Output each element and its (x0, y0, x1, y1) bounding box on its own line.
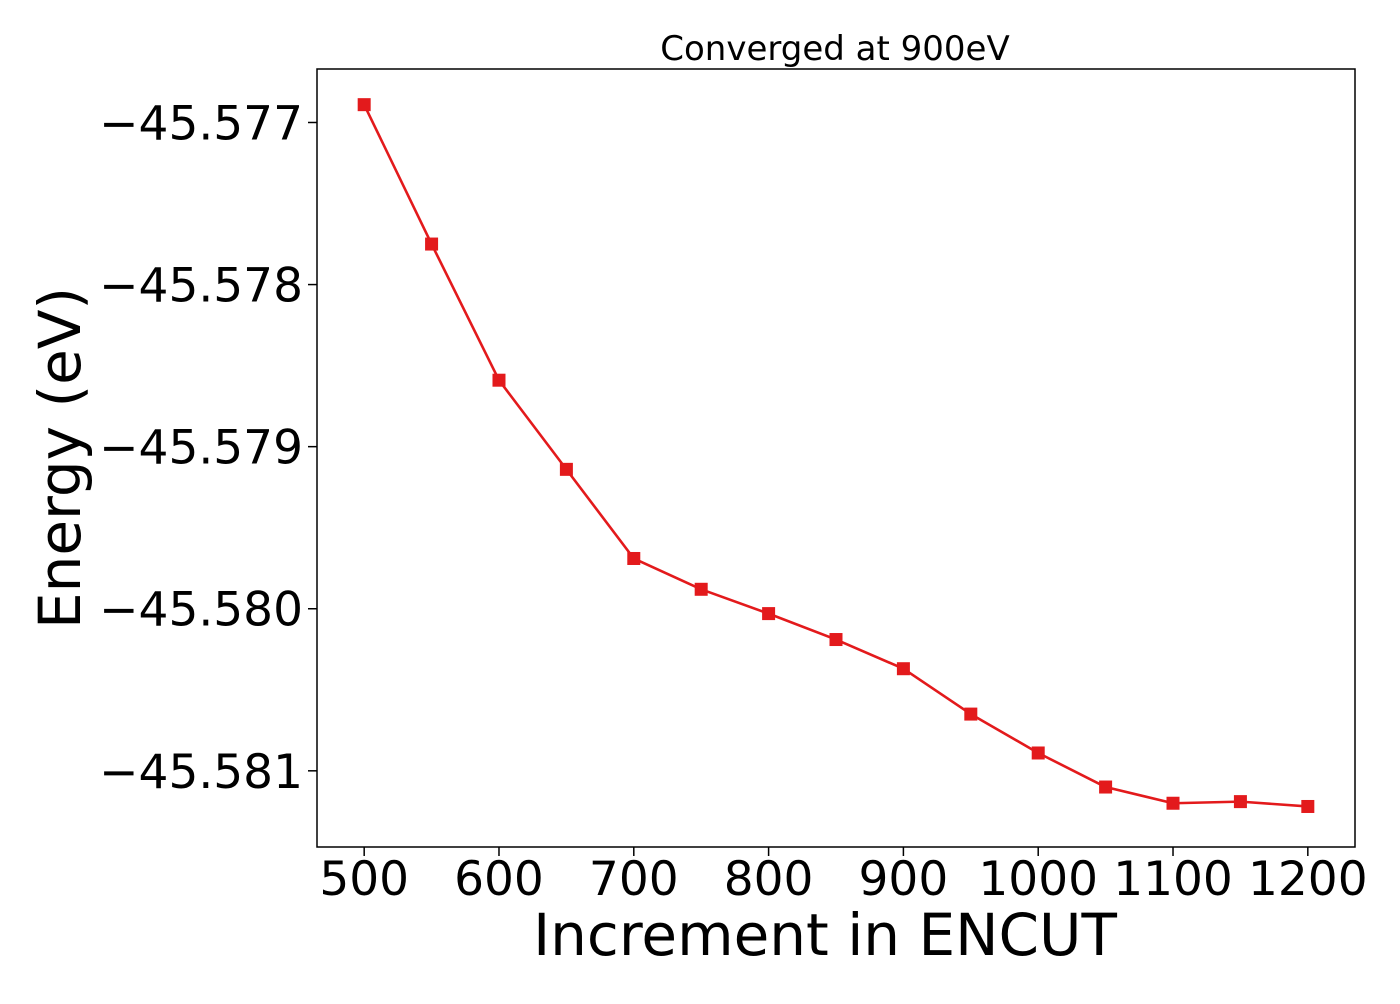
x-tick-label: 1000 (978, 852, 1098, 907)
plot-area: 500 600 700 800 900 1000 1100 1200 −45.577−45.5… (99, 68, 1368, 907)
x-tick-label: 1200 (1248, 852, 1368, 907)
x-tick-label: 800 (724, 852, 814, 907)
data-point-marker (762, 607, 776, 621)
data-point-marker (559, 462, 573, 476)
data-point-marker (425, 237, 439, 251)
y-axis-ticks: −45.577 −45.578 −45.579 −45.580 −45.581 (99, 96, 317, 800)
data-point-marker (964, 707, 978, 721)
plot-frame (316, 68, 1356, 848)
x-tick-label: 600 (454, 852, 544, 907)
data-point-marker (1166, 796, 1180, 810)
y-axis-label: Energy (eV) (26, 287, 94, 629)
y-tick-label: −45.580 (99, 583, 303, 638)
y-tick-label: −45.578 (99, 259, 303, 314)
data-point-marker (1233, 795, 1247, 809)
data-point-marker (357, 98, 371, 112)
data-point-marker (896, 662, 910, 676)
y-tick-label: −45.581 (99, 745, 303, 800)
data-point-marker (1099, 780, 1113, 794)
data-point-marker (1031, 746, 1045, 760)
x-tick-label: 1100 (1113, 852, 1233, 907)
data-point-marker (1301, 799, 1315, 813)
y-tick-label: −45.579 (99, 421, 303, 476)
x-tick-label: 900 (859, 852, 949, 907)
data-point-marker (829, 633, 843, 647)
x-tick-label: 500 (319, 852, 409, 907)
y-tick-label: −45.577 (99, 96, 303, 151)
x-tick-label: 700 (589, 852, 679, 907)
x-axis-ticks: 500 600 700 800 900 1000 1100 1200 (319, 847, 1368, 907)
data-point-marker (492, 373, 506, 387)
data-point-marker (627, 551, 641, 565)
x-axis-label: Increment in ENCUT (533, 901, 1117, 969)
data-point-marker (694, 582, 708, 596)
series-group (357, 98, 1315, 813)
chart-title: Converged at 900eV (660, 29, 1009, 69)
